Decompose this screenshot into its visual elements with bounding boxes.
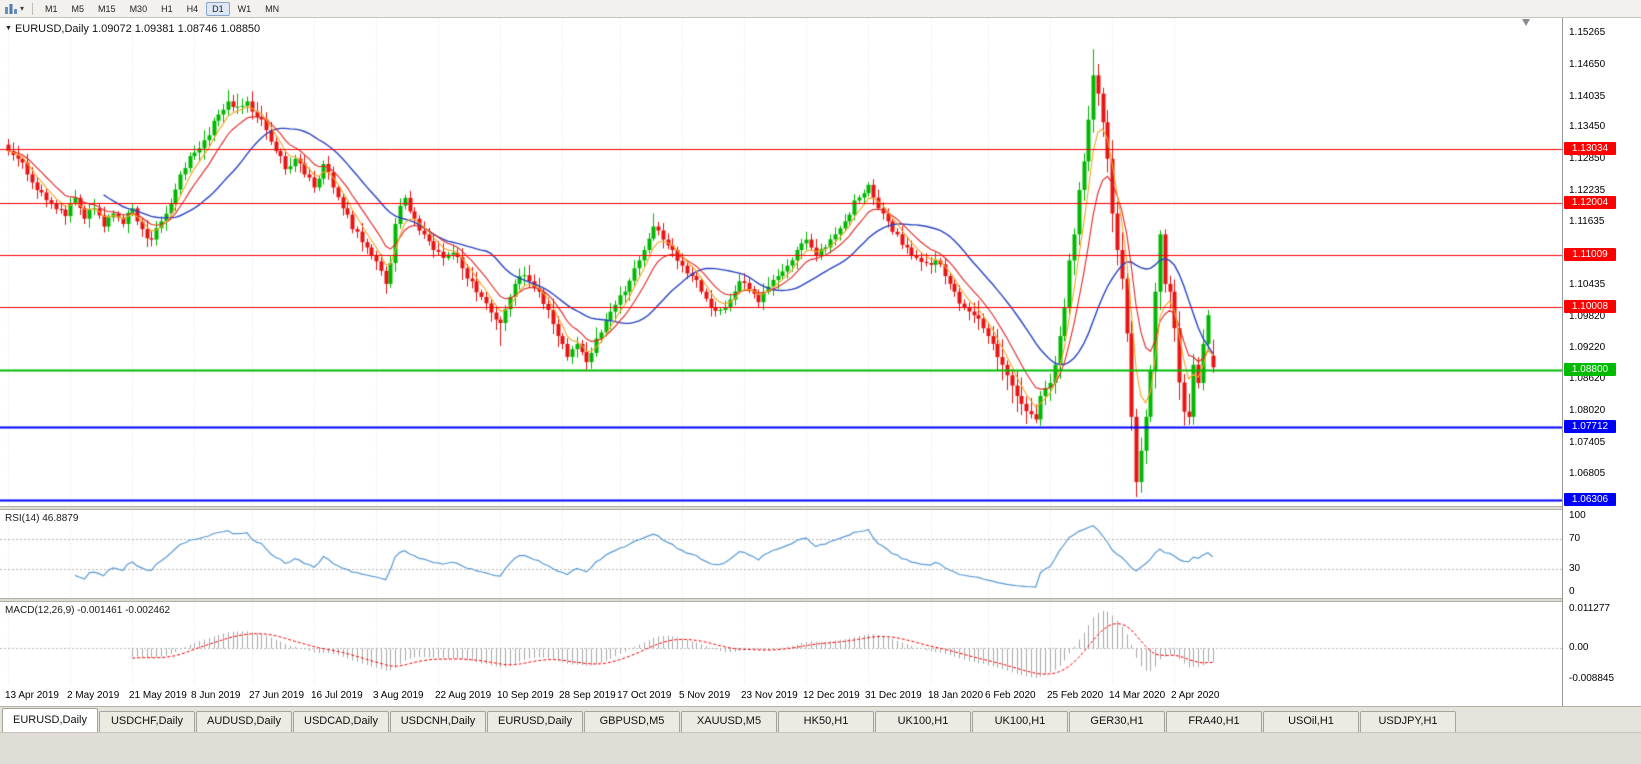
price-tick-label: 1.14650 [1569,59,1606,70]
charts-icon-glyph [5,3,17,14]
date-tick-label: 13 Apr 2019 [5,690,59,701]
date-tick-label: 18 Jan 2020 [928,690,984,701]
price-level-tag[interactable]: 1.06306 [1564,493,1616,506]
chart-tab-eurusd-daily[interactable]: EURUSD,Daily [487,711,583,732]
price-tick-label: 1.09820 [1569,311,1606,322]
timeframe-button-mn[interactable]: MN [265,3,280,14]
panel-splitter[interactable] [0,506,1562,510]
price-level-tag[interactable]: 1.07712 [1564,420,1616,433]
date-tick-label: 2 May 2019 [67,690,120,701]
price-tick-label: 1.12850 [1569,153,1606,164]
price-tick-label: 1.13450 [1569,121,1606,132]
price-tick-label: 1.11635 [1569,216,1605,227]
price-tick-label: 1.09220 [1569,342,1606,353]
chart-tab-usdcnh-daily[interactable]: USDCNH,Daily [390,711,486,732]
chart-tab-hk50-h1[interactable]: HK50,H1 [778,711,874,732]
time-axis: 13 Apr 2019 2 May 2019 21 May 2019 8 Jun 20… [0,686,1562,706]
rsi-axis-label: 70 [1569,533,1581,544]
macd-indicator-label: MACD(12,26,9) -0.001461 -0.002462 [5,605,171,616]
rsi-axis-label: 100 [1569,510,1586,521]
chart-tab-gbpusd-m5[interactable]: GBPUSD,M5 [584,711,680,732]
date-tick-label: 25 Feb 2020 [1047,690,1104,701]
price-level-tag[interactable]: 1.13034 [1564,142,1616,155]
chart-tab-xauusd-m5[interactable]: XAUUSD,M5 [681,711,777,732]
date-tick-label: 22 Aug 2019 [435,690,492,701]
macd-axis-label: -0.008845 [1569,673,1615,684]
date-tick-label: 21 May 2019 [129,690,187,701]
panel-splitter[interactable] [0,598,1562,602]
date-tick-label: 5 Nov 2019 [679,690,731,701]
timeframe-button-m5[interactable]: M5 [71,3,85,14]
dropdown-caret-icon[interactable]: ▾ [20,4,25,13]
macd-axis-label: 0.011277 [1569,603,1610,614]
chart-tab-usdchf-daily[interactable]: USDCHF,Daily [99,711,195,732]
macd-indicator-canvas[interactable] [0,602,1562,686]
timeframe-button-m15[interactable]: M15 [98,3,116,14]
chart-tab-usdcad-daily[interactable]: USDCAD,Daily [293,711,389,732]
chart-tab-eurusd-daily[interactable]: EURUSD,Daily [2,708,98,732]
date-tick-label: 27 Jun 2019 [249,690,305,701]
timeframe-button-m30[interactable]: M30 [129,3,148,14]
timeframe-button-h4[interactable]: H4 [186,3,199,14]
date-tick-label: 28 Sep 2019 [559,690,616,701]
date-tick-label: 16 Jul 2019 [311,690,363,701]
timeframe-buttons: M1 M5 M15 M30 H1 H4 D1 W1 MN [38,1,286,16]
rsi-axis-label: 30 [1569,563,1581,574]
price-axis: 1.15265 1.14650 1.14035 1.13450 1.12850 1.122… [1562,18,1641,706]
date-tick-label: 23 Nov 2019 [741,690,798,701]
date-tick-label: 31 Dec 2019 [865,690,922,701]
collapse-triangle-icon[interactable]: ▼ [5,25,12,32]
date-tick-label: 12 Dec 2019 [803,690,860,701]
chart-plot-area: ▼ EURUSD,Daily 1.09072 1.09381 1.08746 1.… [0,18,1562,706]
rsi-axis-label: 0 [1569,586,1575,597]
chart-tab-audusd-daily[interactable]: AUDUSD,Daily [196,711,292,732]
date-tick-label: 8 Jun 2019 [191,690,241,701]
charts-icon[interactable] [4,3,18,15]
timeframe-button-w1[interactable]: W1 [237,3,252,14]
chart-tab-ger30-h1[interactable]: GER30,H1 [1069,711,1165,732]
date-tick-label: 17 Oct 2019 [617,690,672,701]
chart-title-text: EURUSD,Daily 1.09072 1.09381 1.08746 1.0… [14,23,261,35]
chart-tab-uk100-h1[interactable]: UK100,H1 [972,711,1068,732]
chart-tab-usoil-h1[interactable]: USOil,H1 [1263,711,1359,732]
chart-tab-uk100-h1[interactable]: UK100,H1 [875,711,971,732]
chart-shift-marker[interactable] [1522,19,1530,26]
rsi-indicator-label: RSI(14) 46.8879 [5,513,79,524]
date-tick-label: 3 Aug 2019 [373,690,424,701]
price-tick-label: 1.15265 [1569,27,1606,38]
date-tick-label: 14 Mar 2020 [1109,690,1166,701]
timeframe-toolbar: ▾ M1 M5 M15 M30 H1 H4 D1 W1 MN [0,0,1641,18]
chart-tab-bar: EURUSD,Daily USDCHF,Daily AUDUSD,Daily USDC… [0,706,1641,732]
price-tick-label: 1.07405 [1569,437,1606,448]
chart-tab-usdjpy-h1[interactable]: USDJPY,H1 [1360,711,1456,732]
price-tick-label: 1.06805 [1569,468,1606,479]
price-level-tag[interactable]: 1.10008 [1564,300,1616,313]
price-tick-label: 1.14035 [1569,91,1606,102]
price-tick-label: 1.08020 [1569,405,1606,416]
price-level-tag[interactable]: 1.12004 [1564,196,1616,209]
window-bottom-strip [0,732,1641,764]
price-tick-label: 1.10435 [1569,279,1606,290]
price-tick-label: 1.08620 [1569,373,1606,384]
price-level-tag[interactable]: 1.11009 [1564,248,1616,261]
chart-title: ▼ EURUSD,Daily 1.09072 1.09381 1.08746 1.… [5,23,260,35]
toolbar-separator [32,2,34,15]
price-level-tag[interactable]: 1.08800 [1564,363,1616,376]
date-tick-label: 10 Sep 2019 [497,690,554,701]
macd-axis-label: 0.00 [1569,642,1589,653]
timeframe-button-h1[interactable]: H1 [161,3,173,14]
chart-tab-fra40-h1[interactable]: FRA40,H1 [1166,711,1262,732]
timeframe-button-m1[interactable]: M1 [45,3,58,14]
timeframe-button-d1[interactable]: D1 [206,1,230,16]
rsi-indicator-canvas[interactable] [0,510,1562,598]
main-chart-canvas[interactable] [0,18,1562,506]
date-tick-label: 2 Apr 2020 [1171,690,1220,701]
price-tick-label: 1.12235 [1569,185,1606,196]
date-tick-label: 6 Feb 2020 [985,690,1036,701]
